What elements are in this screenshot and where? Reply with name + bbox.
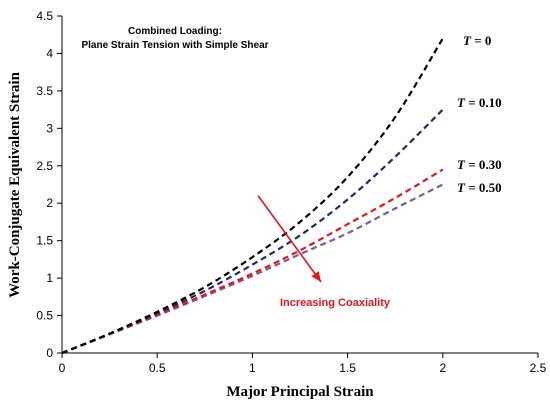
x-axis-title: Major Principal Strain: [226, 384, 374, 400]
series-line-t030: [61, 168, 444, 355]
y-tick-label: 3: [46, 121, 53, 135]
y-tick-label: 1.5: [36, 234, 53, 248]
x-tick-label: 1.5: [339, 361, 356, 375]
series-line-t050: [61, 183, 444, 355]
y-tick-label: 4.5: [36, 9, 53, 23]
y-tick-label: 0: [46, 346, 53, 360]
annotation-layer: [257, 195, 322, 283]
y-tick-label: 4: [46, 46, 53, 60]
series-label-t030: T = 0.30: [457, 157, 502, 172]
x-tick-label: 1: [249, 361, 256, 375]
coaxiality-annotation: Increasing Coaxiality: [280, 297, 391, 309]
y-tick-label: 2: [46, 196, 53, 210]
x-tick-label: 2.5: [530, 361, 547, 375]
series-layer: [61, 37, 444, 355]
y-tick-label: 2.5: [36, 159, 53, 173]
x-tick-label: 2: [439, 361, 446, 375]
series-label-t050: T = 0.50: [457, 180, 502, 195]
x-tick-label: 0.5: [149, 361, 166, 375]
y-tick-label: 3.5: [36, 84, 53, 98]
y-tick-label: 1: [46, 271, 53, 285]
series-label-t010: T = 0.10: [457, 95, 502, 110]
ticks-layer: 0 0.5 1 1.5 2 2.5 0 0.5 1 1.5 2 2.5 3 3.5 4 4.5: [36, 9, 546, 375]
x-tick-label: 0: [59, 361, 66, 375]
coaxiality-arrow-shaft: [257, 195, 322, 283]
y-tick-label: 0.5: [36, 309, 53, 323]
coaxiality-arrow-head: [311, 271, 321, 282]
series-line-t010: [61, 108, 444, 355]
chart-title-line-1: Combined Loading:: [128, 26, 222, 37]
series-line-t0: [61, 37, 444, 355]
y-axis-title: Work-Conjugate Equivalent Strain: [7, 71, 23, 298]
series-label-t0: T = 0: [463, 33, 491, 48]
chart-title-line-2: Plane Strain Tension with Simple Shear: [81, 40, 268, 51]
